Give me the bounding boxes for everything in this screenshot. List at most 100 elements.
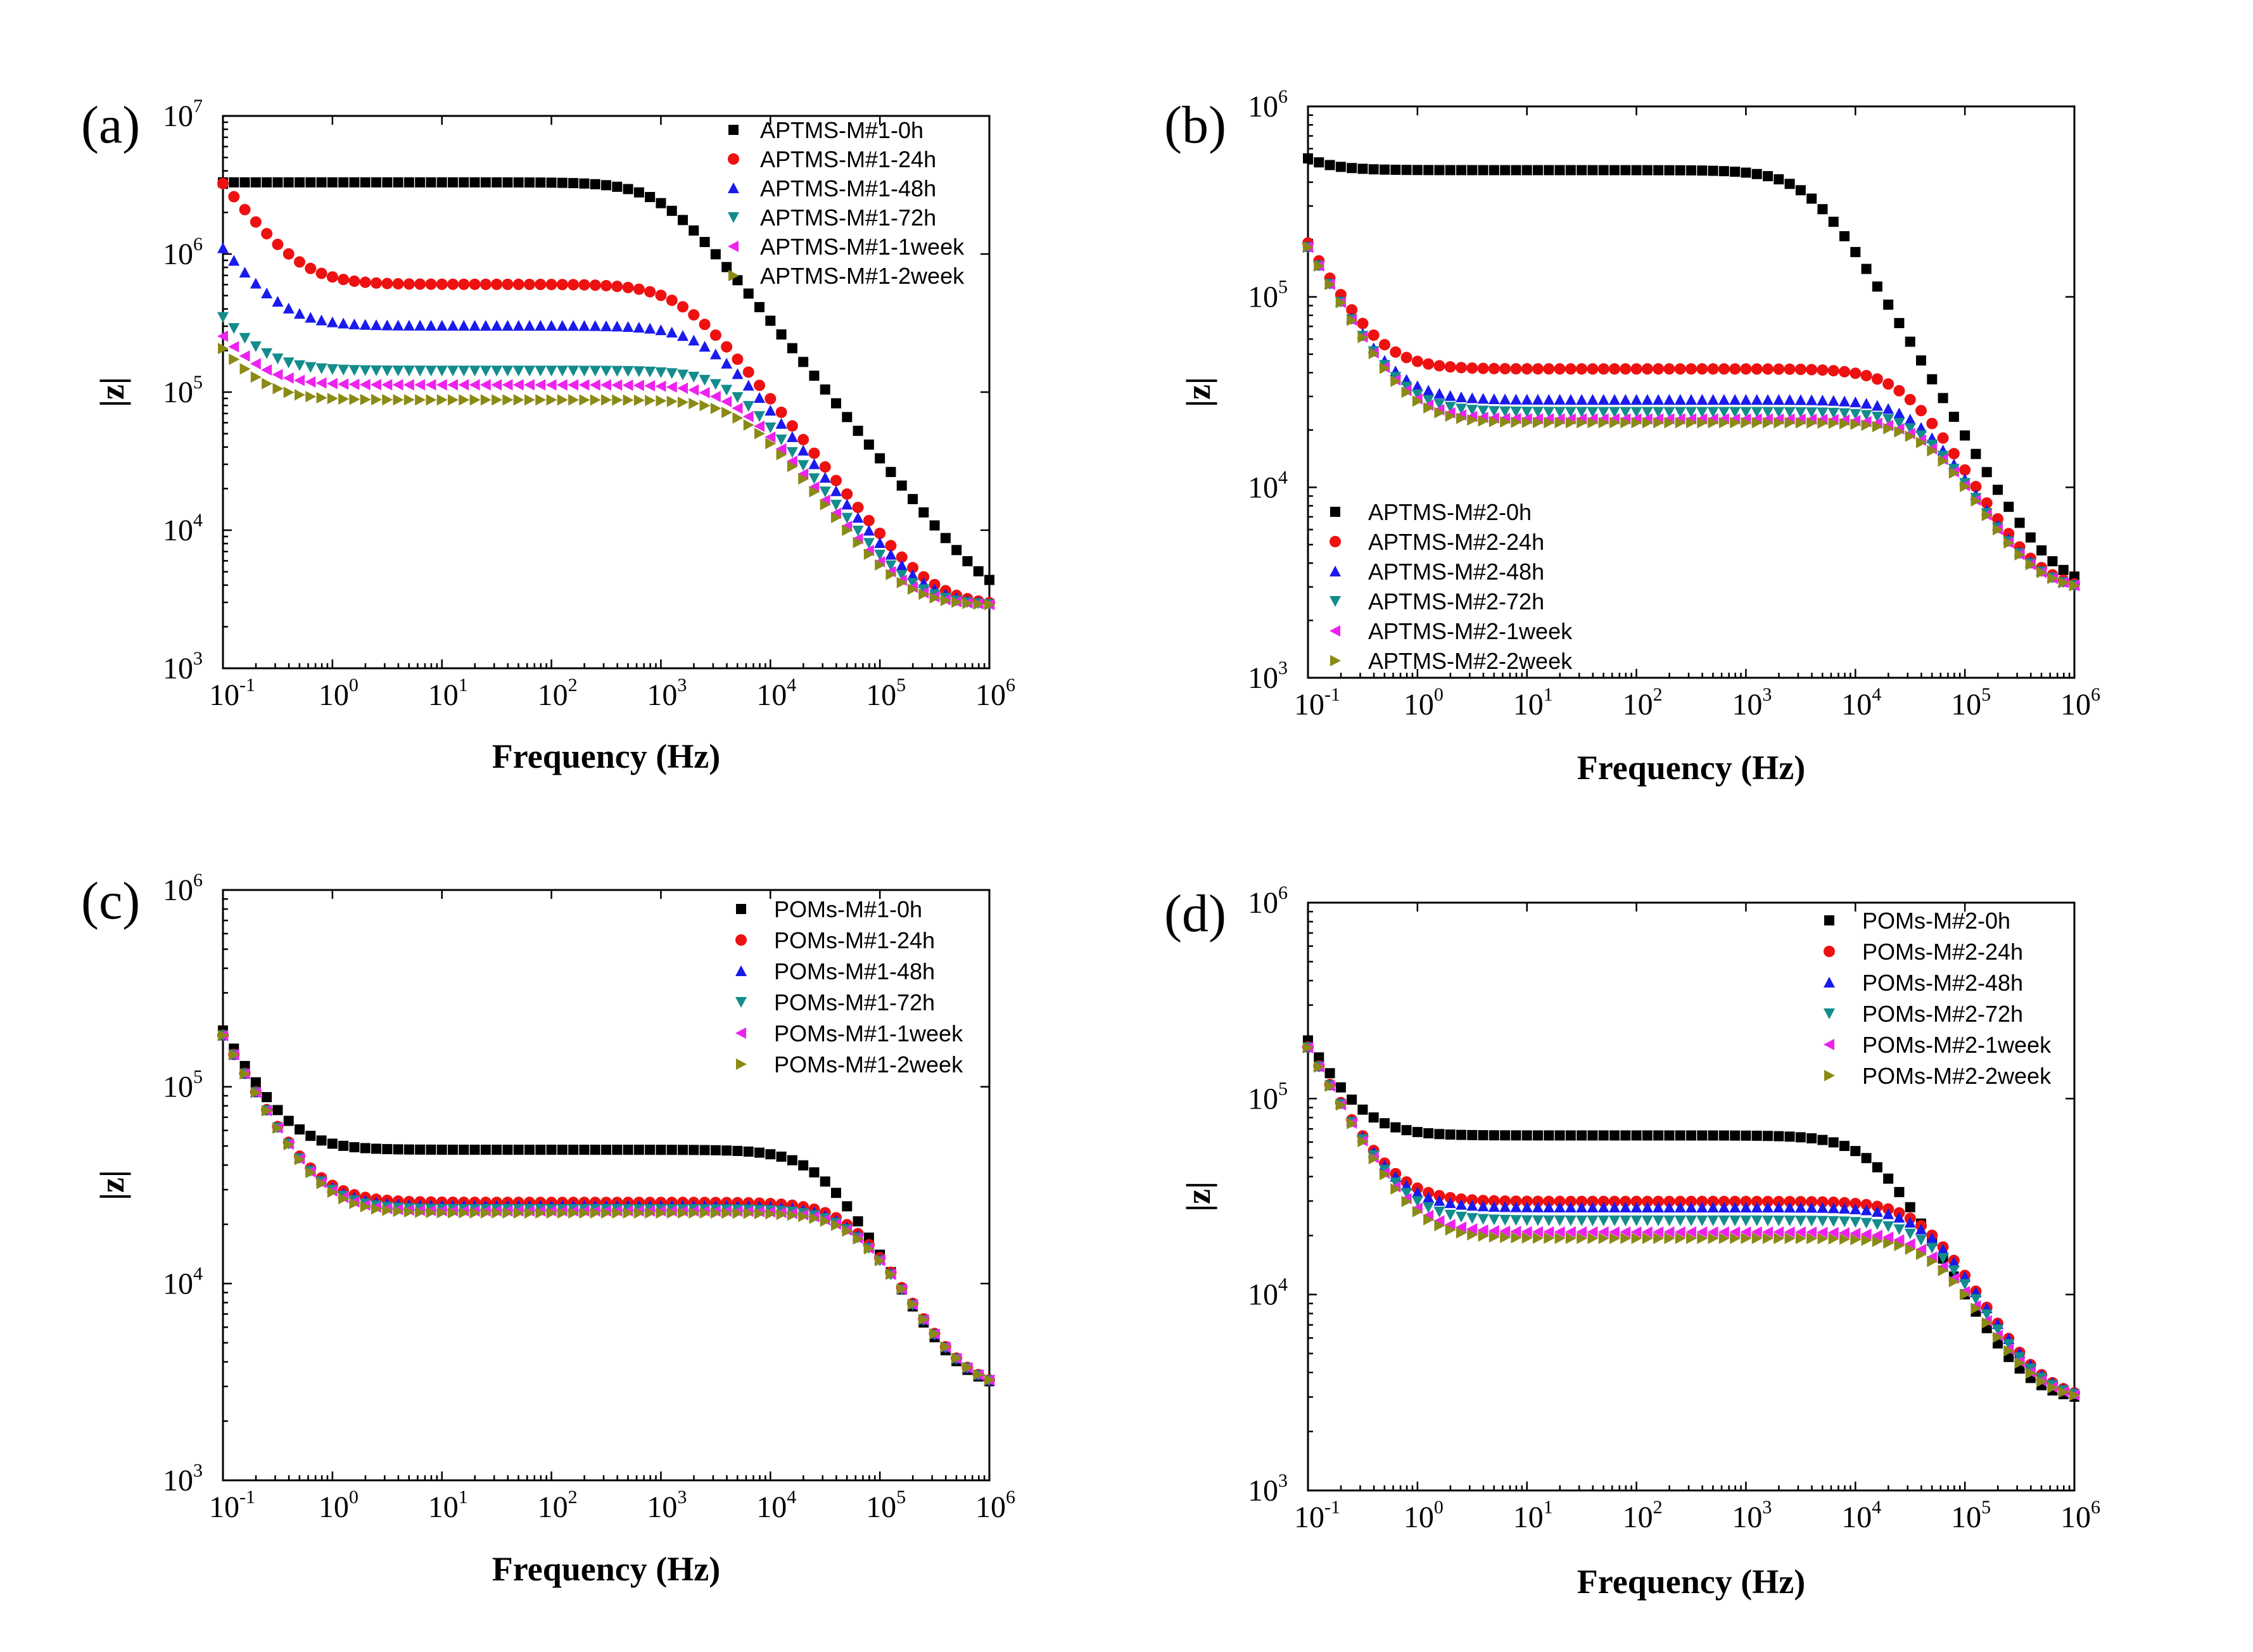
data-point	[315, 267, 327, 279]
data-point	[1499, 393, 1511, 405]
data-point	[1335, 1099, 1347, 1111]
data-point	[808, 458, 820, 469]
data-point	[229, 353, 240, 365]
legend: POMs-M#2-0h POMs-M#2-24h POMs-M#2-48h POMs-…	[1824, 908, 2052, 1089]
x-axis-title: Frequency (Hz)	[492, 1550, 720, 1588]
data-point	[1390, 1177, 1402, 1188]
data-point	[1597, 1195, 1609, 1207]
data-point	[732, 402, 743, 414]
data-point	[1751, 407, 1763, 418]
x-tick-label: 101	[1513, 1497, 1553, 1534]
data-point	[1653, 393, 1665, 405]
data-point	[1631, 1232, 1642, 1244]
data-point	[1620, 417, 1632, 429]
data-point	[666, 326, 678, 338]
data-point	[436, 1207, 448, 1219]
data-point	[1860, 1217, 1872, 1229]
data-point	[1434, 407, 1445, 419]
x-tick-label: 105	[866, 1487, 906, 1524]
legend-marker-0h	[1330, 507, 1340, 517]
data-point	[305, 391, 317, 403]
data-point	[436, 379, 447, 391]
data-point	[1927, 374, 1938, 384]
data-point	[2014, 1352, 2026, 1363]
data-point	[1741, 1130, 1751, 1141]
data-point	[1948, 1265, 1960, 1276]
data-point	[239, 203, 251, 215]
data-point	[502, 278, 514, 290]
data-point	[1959, 1279, 1971, 1290]
series-24h	[217, 177, 995, 609]
data-point	[645, 395, 656, 407]
data-point	[1642, 417, 1653, 429]
data-point	[1663, 1215, 1675, 1226]
data-point	[1532, 1215, 1544, 1226]
data-point	[710, 249, 721, 260]
legend-marker-72h	[728, 212, 739, 223]
data-point	[1324, 160, 1335, 170]
data-point	[1708, 1232, 1719, 1244]
data-point	[556, 379, 568, 391]
data-point	[1641, 393, 1653, 405]
data-point	[360, 177, 371, 187]
data-point	[535, 365, 547, 377]
legend: POMs-M#1-0h POMs-M#1-24h POMs-M#1-48h POMs-…	[735, 896, 963, 1077]
data-point	[655, 380, 666, 392]
data-point	[1335, 296, 1347, 308]
data-point	[1686, 1232, 1697, 1244]
data-point	[1631, 417, 1642, 429]
data-point	[1467, 1129, 1478, 1140]
data-point	[1938, 393, 1948, 403]
data-point	[1543, 1195, 1555, 1207]
data-point	[633, 187, 644, 198]
data-point	[469, 278, 481, 290]
data-point	[513, 1207, 524, 1219]
data-point	[1564, 1195, 1577, 1207]
data-point	[1544, 165, 1554, 175]
data-point	[1456, 412, 1467, 424]
data-point	[1500, 1130, 1511, 1141]
data-point	[1510, 1215, 1522, 1226]
data-point	[2036, 545, 2047, 556]
data-point	[709, 379, 721, 390]
data-point	[1630, 1215, 1642, 1226]
y-tick-label: 103	[163, 648, 203, 685]
data-point	[1597, 1202, 1609, 1213]
data-point	[1598, 165, 1609, 175]
data-point	[973, 566, 984, 576]
data-point	[1773, 1202, 1785, 1213]
data-point	[326, 378, 338, 390]
data-point	[1368, 1153, 1380, 1165]
data-point	[1763, 1131, 1773, 1141]
data-point	[447, 320, 459, 331]
data-point	[272, 1105, 283, 1115]
plot-frame	[1307, 901, 2076, 1492]
data-point	[229, 1049, 240, 1061]
data-point	[381, 277, 393, 289]
data-point	[1324, 1068, 1335, 1079]
data-point	[611, 365, 623, 377]
data-point	[491, 365, 503, 377]
data-point	[1697, 417, 1708, 429]
data-point	[754, 391, 765, 403]
data-point	[359, 379, 371, 391]
data-point	[1533, 165, 1543, 175]
data-point	[262, 1105, 273, 1117]
data-point	[1314, 260, 1325, 272]
data-point	[1916, 436, 1927, 448]
data-point	[295, 1153, 305, 1166]
data-point	[1948, 412, 1959, 423]
data-point	[579, 1145, 590, 1155]
x-tick-label: 106	[2060, 684, 2100, 721]
data-point	[1576, 1202, 1588, 1213]
data-point	[1423, 165, 1434, 175]
data-point	[326, 316, 338, 327]
data-point	[1905, 336, 1915, 347]
data-point	[732, 412, 744, 424]
legend-marker-2week	[1330, 655, 1341, 666]
data-point	[414, 319, 426, 331]
data-point	[863, 1243, 875, 1255]
data-point	[294, 308, 305, 319]
data-point	[1828, 217, 1839, 227]
data-point	[1784, 1202, 1796, 1213]
